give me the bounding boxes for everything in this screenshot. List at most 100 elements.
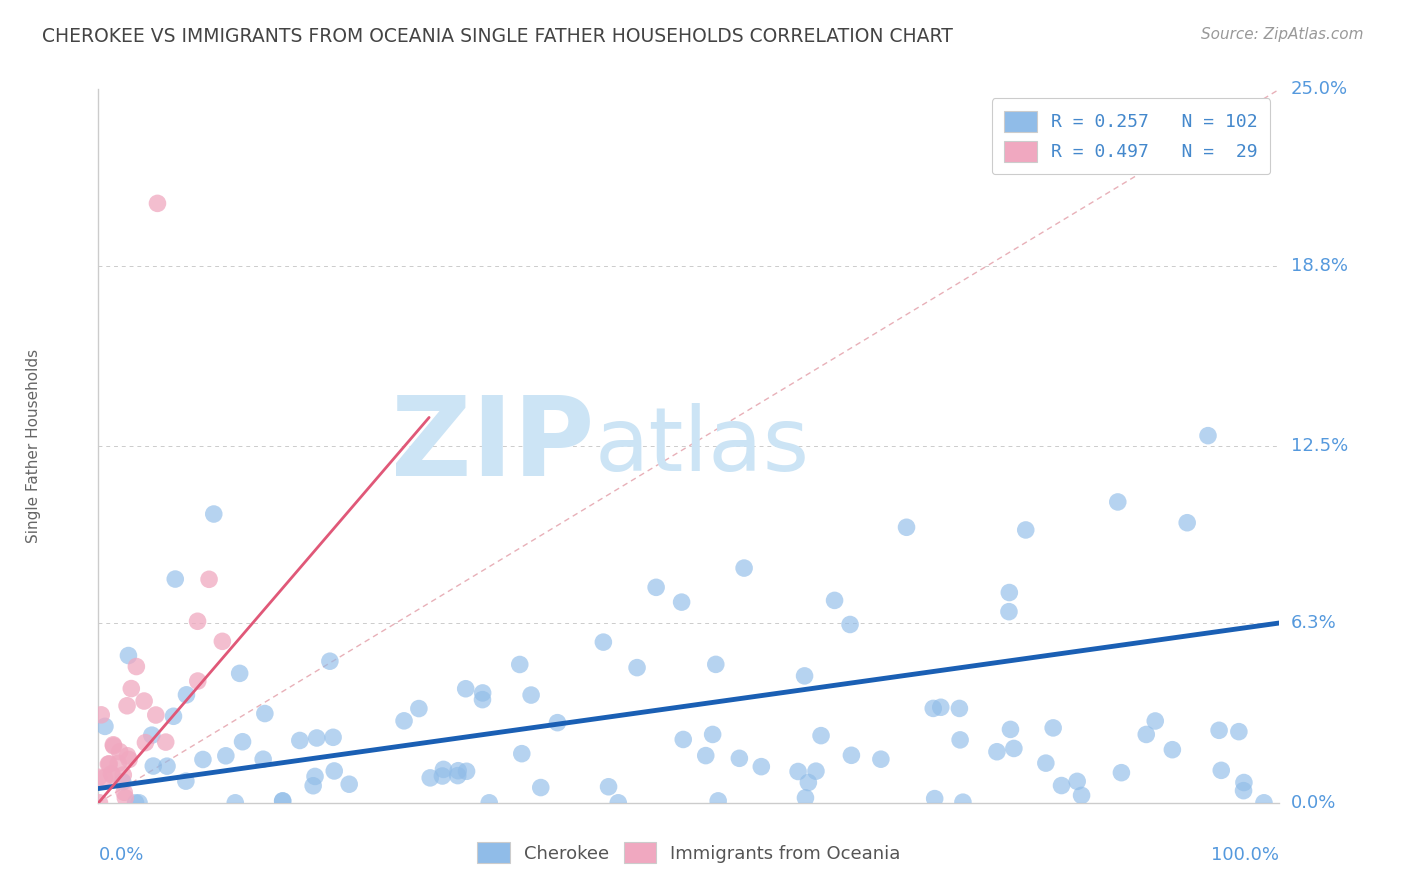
Point xyxy=(141,728,163,742)
Point xyxy=(672,732,695,747)
Point xyxy=(108,745,131,759)
Point xyxy=(191,752,214,766)
Point xyxy=(392,714,415,728)
Point xyxy=(456,764,478,779)
Point xyxy=(794,790,817,805)
Point xyxy=(101,768,124,782)
Point xyxy=(202,507,225,521)
Point xyxy=(228,666,250,681)
Text: 25.0%: 25.0% xyxy=(1291,80,1348,98)
Point xyxy=(1035,756,1057,771)
Point xyxy=(1042,721,1064,735)
Text: 6.3%: 6.3% xyxy=(1291,614,1336,632)
Point xyxy=(948,701,970,715)
Point xyxy=(117,748,139,763)
Point xyxy=(1002,741,1025,756)
Point xyxy=(1197,428,1219,442)
Point xyxy=(271,794,294,808)
Point xyxy=(749,759,772,773)
Point xyxy=(530,780,553,795)
Point xyxy=(454,681,477,696)
Point xyxy=(97,757,120,772)
Point xyxy=(120,681,142,696)
Point xyxy=(733,561,755,575)
Point xyxy=(1107,495,1129,509)
Point xyxy=(198,572,221,586)
Point xyxy=(793,669,815,683)
Text: ZIP: ZIP xyxy=(391,392,595,500)
Point xyxy=(1144,714,1167,728)
Point xyxy=(146,196,169,211)
Point xyxy=(107,756,129,771)
Point xyxy=(211,634,233,648)
Point xyxy=(1070,789,1092,803)
Text: atlas: atlas xyxy=(595,402,810,490)
Point xyxy=(510,747,533,761)
Point xyxy=(1015,523,1038,537)
Point xyxy=(100,766,122,780)
Point xyxy=(232,735,254,749)
Point xyxy=(155,735,177,749)
Point xyxy=(520,688,543,702)
Point xyxy=(949,732,972,747)
Point xyxy=(103,738,125,752)
Point xyxy=(176,688,198,702)
Legend: Cherokee, Immigrants from Oceania: Cherokee, Immigrants from Oceania xyxy=(468,833,910,872)
Point xyxy=(288,733,311,747)
Point xyxy=(671,595,693,609)
Point xyxy=(115,698,138,713)
Point xyxy=(134,736,156,750)
Point xyxy=(432,763,454,777)
Point xyxy=(304,769,326,783)
Text: 0.0%: 0.0% xyxy=(98,846,143,863)
Point xyxy=(187,673,209,688)
Point xyxy=(112,768,135,782)
Point xyxy=(804,764,827,779)
Point xyxy=(929,700,952,714)
Point xyxy=(134,694,156,708)
Point xyxy=(546,715,568,730)
Point xyxy=(841,748,863,763)
Point xyxy=(447,769,470,783)
Text: 0.0%: 0.0% xyxy=(1291,794,1336,812)
Point xyxy=(118,752,141,766)
Point xyxy=(98,756,121,771)
Point xyxy=(89,796,111,810)
Point xyxy=(156,759,179,773)
Point xyxy=(1111,765,1133,780)
Point xyxy=(607,796,630,810)
Point xyxy=(986,745,1008,759)
Point xyxy=(824,593,846,607)
Point xyxy=(1175,516,1198,530)
Point xyxy=(924,791,946,805)
Point xyxy=(1208,723,1230,738)
Point xyxy=(471,686,494,700)
Point xyxy=(323,764,346,778)
Point xyxy=(174,774,197,789)
Point xyxy=(1233,775,1256,789)
Point xyxy=(117,648,139,663)
Point xyxy=(1066,774,1088,789)
Point xyxy=(114,790,136,805)
Point xyxy=(187,614,209,628)
Point xyxy=(142,759,165,773)
Text: Single Father Households: Single Father Households xyxy=(25,349,41,543)
Point xyxy=(90,707,112,722)
Point xyxy=(1211,764,1233,778)
Point xyxy=(702,727,724,741)
Point xyxy=(998,585,1021,599)
Point xyxy=(952,795,974,809)
Text: 18.8%: 18.8% xyxy=(1291,257,1347,275)
Point xyxy=(1253,796,1275,810)
Point xyxy=(1232,783,1254,797)
Point xyxy=(1000,723,1022,737)
Point xyxy=(598,780,620,794)
Point xyxy=(728,751,751,765)
Text: 12.5%: 12.5% xyxy=(1291,437,1348,455)
Point xyxy=(253,706,276,721)
Point xyxy=(896,520,918,534)
Point xyxy=(305,731,328,745)
Point xyxy=(252,752,274,766)
Point xyxy=(810,729,832,743)
Point xyxy=(112,785,135,799)
